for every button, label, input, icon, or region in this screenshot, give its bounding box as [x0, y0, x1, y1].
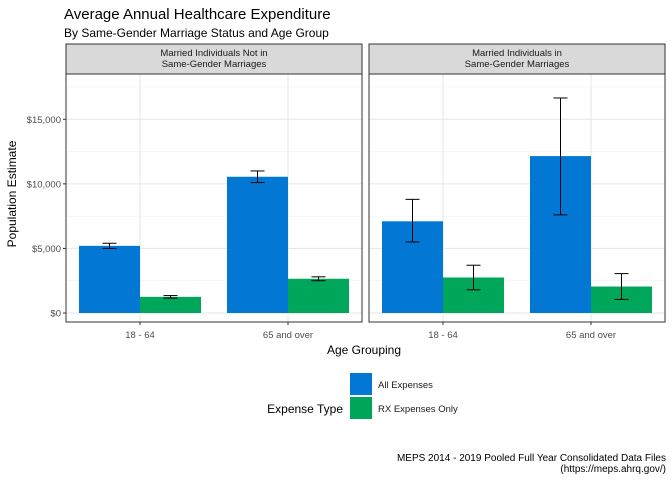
chart-subtitle: By Same-Gender Marriage Status and Age G… [64, 26, 329, 40]
facet-strip [368, 43, 666, 75]
y-tick-label: $15,000 [27, 115, 61, 126]
facet-strip [65, 43, 363, 75]
x-tick-label: 65 and over [263, 330, 313, 341]
y-tick-label: $5,000 [32, 244, 61, 255]
chart-title: Average Annual Healthcare Expenditure [64, 6, 331, 23]
x-tick-label: 18 - 64 [428, 330, 458, 341]
x-axis-label: Age Grouping [327, 343, 401, 357]
caption-line-2: (https://meps.ahrq.gov/) [560, 464, 666, 475]
y-tick-label: $0 [50, 309, 61, 320]
legend-swatch [350, 397, 372, 419]
y-axis: $0 $5,000 $10,000 $15,000 [27, 115, 66, 320]
caption: MEPS 2014 - 2019 Pooled Full Year Consol… [397, 453, 666, 475]
legend-title: Expense Type [267, 402, 343, 416]
bar [140, 296, 201, 313]
y-tick-label: $10,000 [27, 179, 61, 190]
facet-strip-label: Married Individuals Not in [160, 48, 267, 59]
x-tick-label: 65 and over [566, 330, 616, 341]
bar [227, 176, 288, 313]
y-axis-label: Population Estimate [5, 140, 19, 247]
bar [79, 245, 140, 313]
legend-label: All Expenses [378, 380, 433, 391]
legend-label: RX Expenses Only [378, 404, 458, 415]
x-tick-label: 18 - 64 [125, 330, 155, 341]
facet-strip-label: Same-Gender Marriages [465, 59, 570, 70]
bar [288, 278, 349, 313]
facet-strip-label: Married Individuals in [472, 48, 562, 59]
facet-strip-label: Same-Gender Marriages [162, 59, 267, 70]
legend-swatch [350, 373, 372, 395]
legend: Expense Type All Expenses RX Expenses Onl… [267, 373, 458, 419]
caption-line-1: MEPS 2014 - 2019 Pooled Full Year Consol… [397, 453, 666, 464]
